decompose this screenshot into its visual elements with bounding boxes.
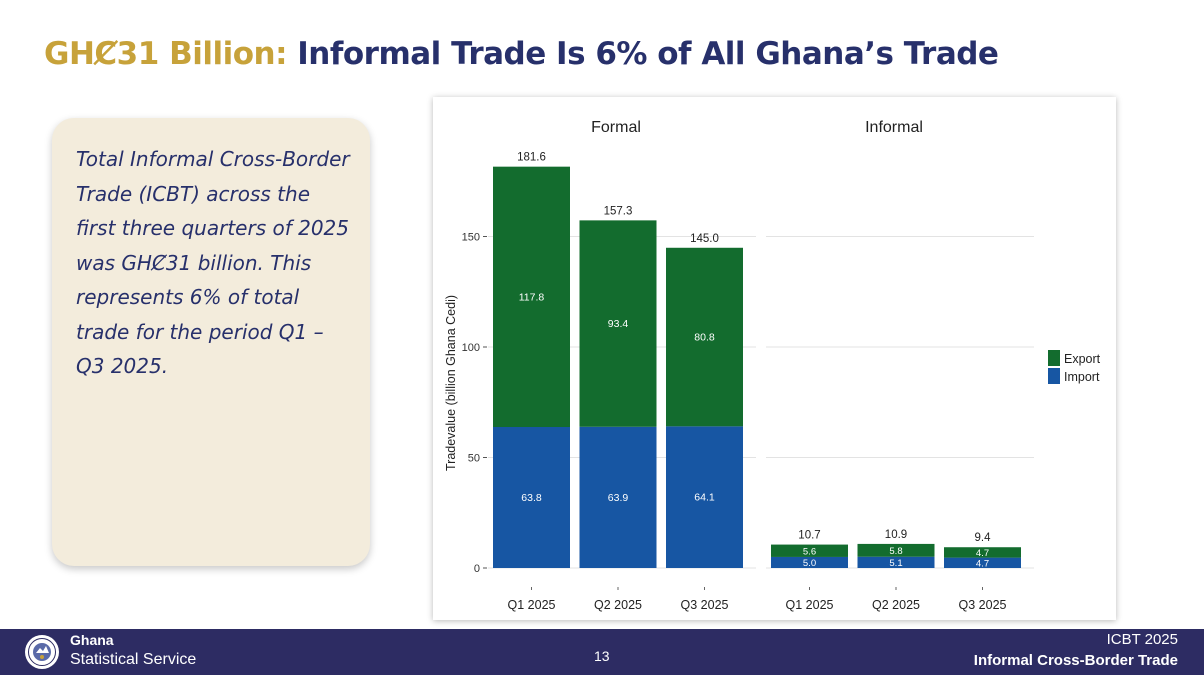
y-tick-label: 50 bbox=[468, 453, 480, 465]
title-highlight: GHȻ31 Billion: bbox=[44, 36, 287, 72]
bar-import bbox=[493, 427, 570, 568]
bar-import bbox=[579, 426, 657, 568]
panel-title: Informal bbox=[865, 119, 923, 136]
summary-callout: Total Informal Cross-Border Trade (ICBT)… bbox=[52, 118, 370, 566]
ghana-statistical-service-seal-icon bbox=[25, 635, 59, 669]
bar-export bbox=[493, 166, 570, 428]
data-label-export: 93.4 bbox=[608, 318, 629, 330]
data-label-export: 5.8 bbox=[889, 546, 902, 557]
data-label-total: 9.4 bbox=[975, 532, 992, 544]
data-label-import: 5.1 bbox=[889, 558, 902, 569]
trade-value-chart: 0 50 100 150 Tradevalue (billion Ghana Cedi)… bbox=[444, 119, 1101, 612]
page-number: 13 bbox=[594, 648, 610, 664]
org-name-line2: Statistical Service bbox=[70, 651, 197, 668]
x-tick-label: Q2 2025 bbox=[872, 598, 920, 612]
data-label-export: 4.7 bbox=[976, 548, 989, 559]
legend-swatch-import bbox=[1048, 368, 1060, 384]
chart-panel: 0 50 100 150 Tradevalue (billion Ghana Cedi)… bbox=[433, 97, 1116, 620]
legend-label-import: Import bbox=[1064, 370, 1100, 384]
data-label-import: 4.7 bbox=[976, 558, 989, 569]
data-label-import: 5.0 bbox=[803, 558, 816, 569]
x-tick-label: Q1 2025 bbox=[786, 598, 834, 612]
data-label-total: 10.9 bbox=[885, 529, 907, 541]
data-label-total: 157.3 bbox=[604, 205, 633, 217]
bar-export bbox=[666, 247, 743, 427]
x-tick-label: Q1 2025 bbox=[508, 598, 556, 612]
bar-export bbox=[579, 220, 657, 427]
panel-title: Formal bbox=[591, 119, 641, 136]
bar-import bbox=[944, 557, 1021, 568]
y-tick-label: 100 bbox=[462, 342, 480, 354]
x-tick-label: Q3 2025 bbox=[681, 598, 729, 612]
data-label-export: 117.8 bbox=[519, 291, 545, 303]
bar-import bbox=[666, 426, 743, 568]
data-label-total: 181.6 bbox=[517, 152, 546, 164]
y-axis-label: Tradevalue (billion Ghana Cedi) bbox=[444, 295, 458, 471]
x-tick-label: Q2 2025 bbox=[594, 598, 642, 612]
slide-title: GHȻ31 Billion: Informal Trade Is 6% of A… bbox=[44, 36, 999, 72]
data-label-import: 64.1 bbox=[694, 492, 715, 504]
bar-export bbox=[857, 543, 935, 557]
footer-report-title: Informal Cross-Border Trade bbox=[973, 652, 1178, 669]
bar-import bbox=[771, 556, 848, 568]
footer-report-name: ICBT 2025 bbox=[1106, 631, 1178, 648]
data-label-import: 63.9 bbox=[608, 492, 629, 504]
x-tick-label: Q3 2025 bbox=[959, 598, 1007, 612]
data-label-export: 80.8 bbox=[694, 332, 715, 344]
org-name-line1: Ghana bbox=[70, 632, 114, 648]
data-label-import: 63.8 bbox=[521, 492, 542, 504]
title-rest: Informal Trade Is 6% of All Ghana’s Trad… bbox=[297, 36, 999, 72]
legend-swatch-export bbox=[1048, 350, 1060, 366]
bar-export bbox=[771, 544, 848, 557]
data-label-total: 145.0 bbox=[690, 233, 719, 245]
y-tick-label: 150 bbox=[462, 232, 480, 244]
footer-bar: Ghana Statistical Service 13 ICBT 2025 I… bbox=[0, 629, 1204, 675]
bar-export bbox=[944, 547, 1021, 558]
bar-import bbox=[857, 556, 935, 568]
data-label-total: 10.7 bbox=[798, 530, 820, 542]
y-tick-label: 0 bbox=[474, 563, 480, 575]
legend-label-export: Export bbox=[1064, 352, 1101, 366]
summary-text: Total Informal Cross-Border Trade (ICBT)… bbox=[76, 147, 350, 378]
data-label-export: 5.6 bbox=[803, 546, 816, 557]
